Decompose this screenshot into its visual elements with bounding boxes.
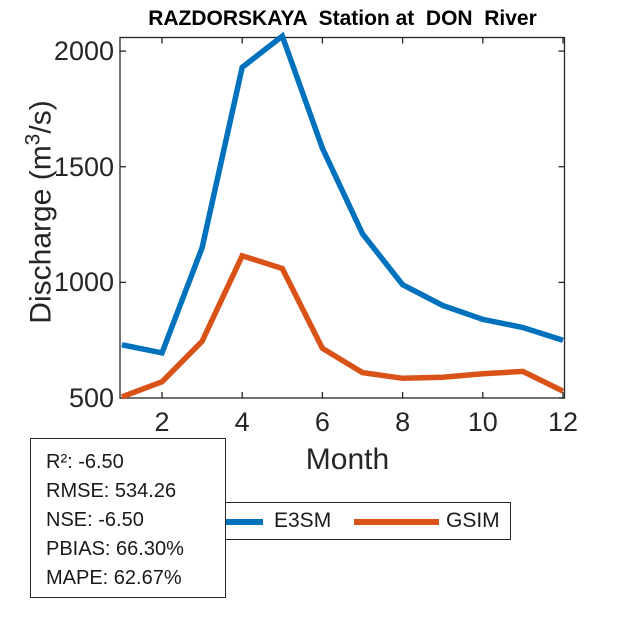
y-axis-label-suffix: /s): [24, 100, 58, 134]
y-axis-label-prefix: Discharge (m: [24, 145, 58, 324]
y-tick-label: 500: [68, 383, 114, 413]
legend-line-gsim: [354, 519, 439, 525]
x-tick-label: 2: [154, 407, 170, 437]
y-axis-label-superscript: 3: [21, 133, 45, 146]
chart-title: RAZDORSKAYA Station at DON River: [148, 7, 537, 30]
stat-line-r2: R²: -6.50: [46, 451, 124, 473]
axes-box: [119, 36, 566, 399]
stat-line-pbias: PBIAS: 66.30%: [46, 538, 184, 560]
series-line-gsim: [120, 252, 565, 400]
y-axis-label: Discharge (m3/s): [22, 100, 59, 323]
x-axis-label: Month: [305, 443, 390, 476]
y-tick-label: 2000: [53, 36, 114, 67]
stat-line-rmse: RMSE: 534.26: [46, 480, 177, 502]
x-tick-label: 6: [314, 407, 330, 437]
y-tick-label: 1000: [53, 267, 114, 298]
stat-line-mape: MAPE: 62.67%: [46, 567, 182, 589]
legend-label-e3sm: E3SM: [274, 509, 332, 532]
stat-line-nse: NSE: -6.50: [46, 509, 144, 531]
x-tick-label: 10: [467, 407, 498, 437]
x-tick-label: 8: [395, 407, 411, 437]
legend-label-gsim: GSIM: [446, 509, 500, 532]
x-tick-label: 12: [547, 407, 579, 437]
stats-box: R²: -6.50 RMSE: 534.26 NSE: -6.50 PBIAS:…: [30, 438, 226, 598]
series-line-e3sm: [121, 31, 564, 357]
y-tick-label: 1500: [53, 151, 114, 182]
x-tick-label: 4: [234, 407, 250, 437]
